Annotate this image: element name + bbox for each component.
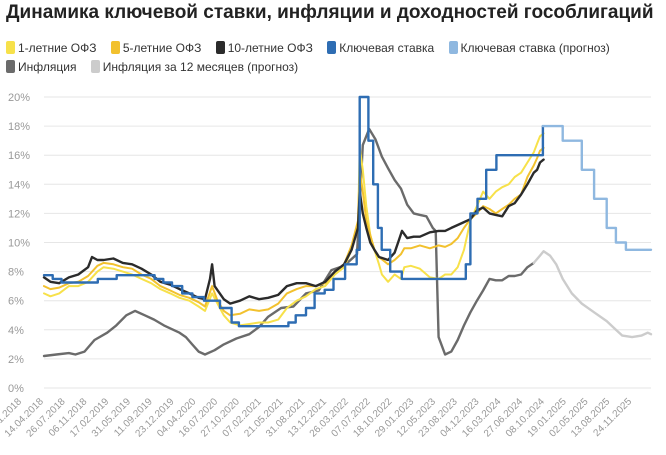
legend-swatch <box>6 59 15 73</box>
legend-item-ofz-5y[interactable]: 5-летние ОФЗ <box>110 40 202 55</box>
chart-title: Динамика ключевой ставки, инфляции и дох… <box>6 2 654 23</box>
chart-legend: 1-летние ОФЗ 5-летние ОФЗ 10-летние ОФЗ … <box>6 40 660 78</box>
gridlines <box>44 96 651 389</box>
y-tick-label: 14% <box>8 179 30 191</box>
y-tick-label: 6% <box>8 296 24 308</box>
y-tick-label: 4% <box>8 325 24 337</box>
x-axis-ticks: 01.01.201814.04.201826.07.201806.11.2018… <box>0 396 634 439</box>
y-tick-label: 2% <box>8 354 24 366</box>
legend-label: Ключевая ставка (прогноз) <box>460 40 610 55</box>
legend-swatch <box>6 40 15 54</box>
legend-item-key-rate-forecast[interactable]: Ключевая ставка (прогноз) <box>448 40 610 55</box>
series-line-0 <box>43 132 545 327</box>
legend-label: 5-летние ОФЗ <box>122 40 202 55</box>
y-tick-label: 8% <box>8 267 24 279</box>
y-tick-label: 12% <box>8 208 30 220</box>
legend-label: Инфляция <box>18 59 77 74</box>
legend-label: 10-летние ОФЗ <box>227 40 313 55</box>
series-line-4 <box>541 124 653 251</box>
y-tick-label: 10% <box>8 238 30 250</box>
legend-item-ofz-1y[interactable]: 1-летние ОФЗ <box>6 40 97 55</box>
y-tick-label: 20% <box>8 92 30 104</box>
legend-row-2: Инфляция Инфляция за 12 месяцев (прогноз… <box>6 59 660 78</box>
legend-item-inflation[interactable]: Инфляция <box>6 59 77 74</box>
legend-row-1: 1-летние ОФЗ 5-летние ОФЗ 10-летние ОФЗ … <box>6 40 660 59</box>
legend-swatch <box>215 40 225 54</box>
legend-label: Ключевая ставка <box>339 40 435 55</box>
legend-item-inflation-forecast[interactable]: Инфляция за 12 месяцев (прогноз) <box>90 59 299 74</box>
y-axis-ticks: 0% 2% 4% 6% 8% 10% 12% 14% 16% 18% 20% <box>8 92 30 395</box>
series-line-6 <box>532 250 653 339</box>
legend-swatch <box>327 40 337 54</box>
series-line-3 <box>42 95 545 328</box>
legend-label: Инфляция за 12 месяцев (прогноз) <box>102 59 299 74</box>
legend-swatch <box>448 40 458 54</box>
y-tick-label: 16% <box>8 150 30 162</box>
legend-swatch <box>110 40 120 54</box>
legend-swatch <box>90 59 100 73</box>
legend-item-key-rate[interactable]: Ключевая ставка <box>327 40 435 55</box>
legend-item-ofz-10y[interactable]: 10-летние ОФЗ <box>215 40 313 55</box>
y-tick-label: 0% <box>8 383 24 395</box>
series-lines <box>42 95 653 358</box>
y-tick-label: 18% <box>8 121 30 133</box>
legend-label: 1-летние ОФЗ <box>18 40 97 55</box>
